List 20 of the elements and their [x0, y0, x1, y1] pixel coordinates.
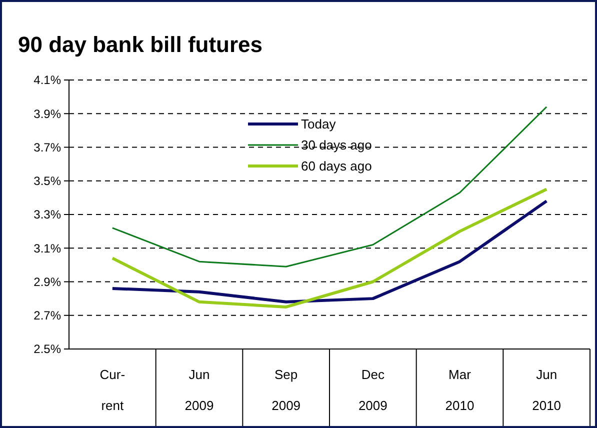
- y-tick-label: 3.7%: [34, 140, 62, 154]
- category-label: Cur- rent: [100, 367, 126, 413]
- line-series: [112, 106, 548, 268]
- category-label: Jun 2010: [532, 367, 562, 413]
- y-tick-label: 2.5%: [34, 342, 62, 356]
- legend-label: 60 days ago: [301, 158, 372, 174]
- category-label: Mar 2010: [445, 367, 474, 413]
- y-tick-label: 4.1%: [34, 73, 62, 88]
- y-tick-label: 3.9%: [34, 106, 62, 121]
- category-label: Sep 2009: [272, 367, 301, 413]
- y-tick-label: 3.1%: [34, 241, 62, 256]
- category-label: Dec 2009: [358, 367, 388, 413]
- y-tick-label: 2.7%: [34, 308, 62, 323]
- chart-title: 90 day bank bill futures: [18, 32, 263, 57]
- y-tick-label: 3.5%: [34, 174, 62, 188]
- legend-label: 30 days ago: [301, 138, 372, 153]
- y-tick-label: 3.3%: [34, 208, 62, 222]
- legend-label: Today: [301, 116, 336, 132]
- y-tick-label: 2.9%: [34, 274, 62, 289]
- category-label: Jun 2009: [184, 367, 214, 413]
